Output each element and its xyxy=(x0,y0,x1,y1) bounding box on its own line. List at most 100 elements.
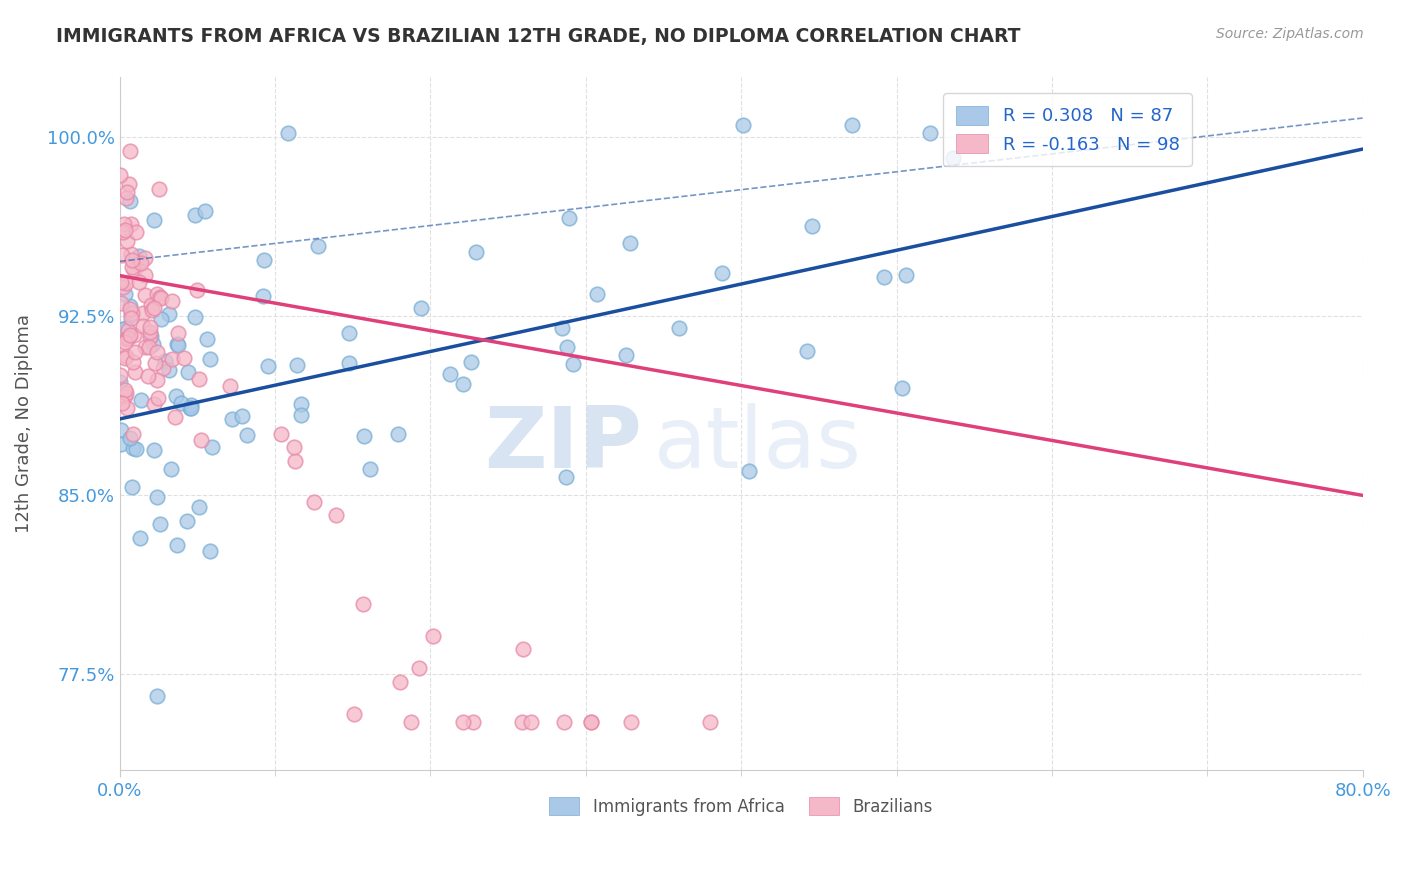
Text: ZIP: ZIP xyxy=(484,403,641,486)
Point xyxy=(146,345,169,359)
Point xyxy=(143,443,166,458)
Point xyxy=(134,268,156,283)
Point xyxy=(141,303,163,318)
Point xyxy=(553,715,575,730)
Point xyxy=(115,401,138,415)
Point xyxy=(112,218,135,232)
Point xyxy=(138,320,160,334)
Point xyxy=(186,283,208,297)
Point xyxy=(128,258,150,272)
Point xyxy=(408,661,430,675)
Point xyxy=(114,351,136,366)
Point xyxy=(146,490,169,504)
Point xyxy=(122,328,145,343)
Point xyxy=(142,301,165,315)
Point xyxy=(290,397,312,411)
Legend: Immigrants from Africa, Brazilians: Immigrants from Africa, Brazilians xyxy=(541,789,942,824)
Point xyxy=(619,235,641,250)
Point xyxy=(114,277,136,291)
Point xyxy=(118,327,141,342)
Point xyxy=(110,296,132,310)
Point xyxy=(166,338,188,352)
Y-axis label: 12th Grade, No Diploma: 12th Grade, No Diploma xyxy=(15,314,32,533)
Point xyxy=(125,442,148,456)
Point xyxy=(170,396,193,410)
Point xyxy=(236,427,259,442)
Point xyxy=(134,251,156,265)
Point xyxy=(114,332,136,346)
Point xyxy=(188,372,211,386)
Point xyxy=(184,310,207,324)
Point xyxy=(134,340,156,354)
Point xyxy=(122,263,145,277)
Point xyxy=(283,453,305,467)
Point xyxy=(270,426,292,441)
Point xyxy=(891,381,914,395)
Point xyxy=(110,423,132,437)
Point xyxy=(120,246,142,260)
Point xyxy=(129,531,152,545)
Point xyxy=(166,337,188,351)
Point xyxy=(221,412,243,426)
Point xyxy=(451,377,474,392)
Point xyxy=(120,217,142,231)
Point xyxy=(285,358,308,372)
Point xyxy=(198,543,221,558)
Point xyxy=(122,441,145,455)
Point xyxy=(422,629,444,643)
Point xyxy=(120,308,142,322)
Point xyxy=(142,337,165,351)
Point xyxy=(558,211,581,225)
Point xyxy=(219,378,242,392)
Point xyxy=(149,311,172,326)
Point xyxy=(520,715,543,730)
Point xyxy=(411,301,433,316)
Point xyxy=(146,286,169,301)
Point xyxy=(290,408,312,422)
Point xyxy=(555,340,578,354)
Point xyxy=(118,177,141,191)
Point xyxy=(108,375,131,389)
Point xyxy=(111,322,134,336)
Point xyxy=(579,715,602,730)
Point xyxy=(121,260,143,275)
Point xyxy=(139,329,162,343)
Point xyxy=(111,225,134,239)
Point xyxy=(190,433,212,447)
Point xyxy=(124,365,146,379)
Point xyxy=(614,348,637,362)
Point xyxy=(198,352,221,367)
Point xyxy=(173,351,195,366)
Point xyxy=(201,440,224,454)
Point xyxy=(115,234,138,248)
Point xyxy=(121,355,143,369)
Point xyxy=(801,219,824,233)
Point xyxy=(165,389,187,403)
Point xyxy=(138,325,160,339)
Point xyxy=(710,266,733,280)
Point xyxy=(359,462,381,476)
Point xyxy=(253,252,276,267)
Point xyxy=(180,401,202,415)
Point xyxy=(117,331,139,345)
Point xyxy=(176,514,198,528)
Point xyxy=(733,118,755,132)
Point xyxy=(579,715,602,730)
Point xyxy=(111,280,134,294)
Point xyxy=(131,319,153,334)
Point xyxy=(460,354,482,368)
Point xyxy=(180,398,202,412)
Point xyxy=(118,145,141,159)
Point xyxy=(738,464,761,478)
Point xyxy=(160,351,183,366)
Point xyxy=(120,194,142,209)
Point xyxy=(277,126,299,140)
Point xyxy=(149,290,172,304)
Point xyxy=(118,299,141,313)
Point xyxy=(121,252,143,267)
Point xyxy=(115,185,138,199)
Point xyxy=(257,359,280,374)
Point xyxy=(283,440,305,454)
Text: IMMIGRANTS FROM AFRICA VS BRAZILIAN 12TH GRADE, NO DIPLOMA CORRELATION CHART: IMMIGRANTS FROM AFRICA VS BRAZILIAN 12TH… xyxy=(56,27,1021,45)
Point xyxy=(114,383,136,397)
